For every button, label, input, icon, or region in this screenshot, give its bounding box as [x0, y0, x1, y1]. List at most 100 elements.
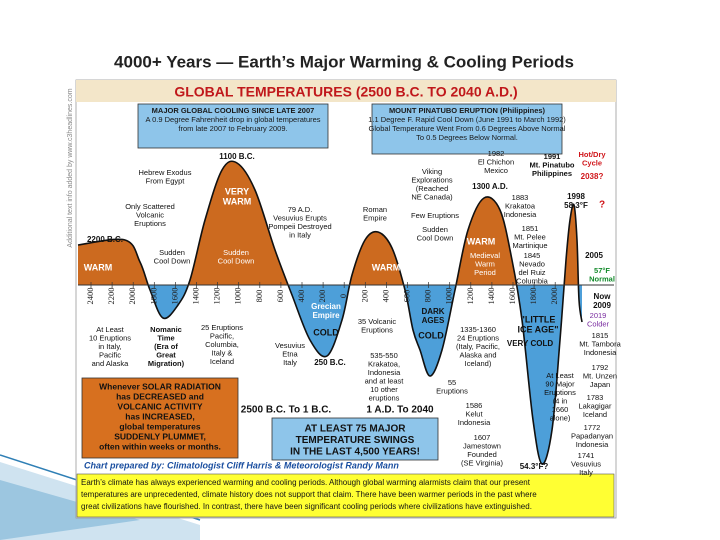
- annotation: 57°F: [594, 266, 610, 275]
- annotation: 24 Eruptions: [457, 333, 499, 342]
- annotation: del Ruiz: [518, 268, 545, 277]
- info-box: [81, 377, 239, 459]
- year-label: 1600: [507, 288, 517, 305]
- annotation: Columbia,: [205, 340, 239, 349]
- annotation: Japan: [590, 380, 610, 389]
- annotation: 1660: [552, 405, 569, 414]
- annotation: WARM: [84, 262, 113, 272]
- annotation: NE Canada): [411, 192, 453, 201]
- annotation: Iceland: [583, 410, 607, 419]
- annotation: AGES: [422, 316, 445, 325]
- annotation: Papadanyan: [571, 431, 613, 440]
- annotation: 1991: [544, 152, 561, 161]
- annotation: Explorations: [411, 175, 453, 184]
- annotation: COLD: [418, 330, 444, 340]
- annotation: 1586: [466, 401, 483, 410]
- annotation: DARK: [421, 307, 444, 316]
- year-label: 1400: [486, 288, 496, 305]
- annotation: Eruptions: [134, 219, 166, 228]
- annotation: Mt. Pelee: [514, 232, 546, 241]
- annotation: Krakatoa: [505, 201, 536, 210]
- annotation: 1100 B.C.: [219, 152, 255, 161]
- curve-line: [77, 160, 583, 465]
- year-label: 800: [254, 290, 264, 303]
- annotation: From Egypt: [146, 176, 186, 185]
- annotation: Italy: [283, 358, 297, 367]
- annotation: (Italy, Pacific,: [456, 342, 500, 351]
- annotation: 35 Volcanic: [358, 317, 397, 326]
- year-label: 1800: [148, 288, 158, 305]
- annotation: 1335-1360: [460, 325, 496, 334]
- info-box: [271, 417, 439, 461]
- annotation: Vesuvius: [571, 459, 601, 468]
- caption-box: [76, 473, 615, 518]
- annotation: 1 A.D. To 2040: [366, 405, 434, 416]
- box-text: from late 2007 to February 2009.: [178, 124, 287, 133]
- header-band: [76, 80, 616, 102]
- annotation: Eruptions: [544, 388, 576, 397]
- info-box: [371, 103, 563, 155]
- year-label: 1800: [528, 288, 538, 305]
- annotation: Pacific: [99, 350, 121, 359]
- annotation: eruptions: [369, 393, 400, 402]
- box-text: Global Temperature Went From 0.6 Degrees…: [369, 124, 566, 133]
- annotation: Sudden: [159, 248, 185, 257]
- annotation: Sudden: [223, 248, 249, 257]
- caption-text: temperatures are unprecedented, climate …: [81, 490, 537, 499]
- box-text: VOLCANIC ACTIVITY: [117, 401, 202, 411]
- annotation: 2500 B.C. To 1 B.C.: [241, 405, 332, 416]
- annotation: Italy: [579, 468, 593, 477]
- annotation: At Least: [546, 371, 574, 380]
- annotation: Sudden: [422, 225, 448, 234]
- year-label: 1200: [465, 288, 475, 305]
- annotation: "LITTLE: [521, 314, 556, 324]
- year-label: 400: [380, 290, 390, 303]
- annotation: Viking: [422, 167, 442, 176]
- year-label: 2000: [127, 288, 137, 305]
- annotation: 2038?: [581, 172, 604, 181]
- annotation: Indonesia: [504, 210, 537, 219]
- box-text: MOUNT PINATUBO ERUPTION (Philippines): [389, 106, 546, 115]
- annotation: Italy &: [212, 348, 233, 357]
- annotation: Migration): [148, 359, 185, 368]
- annotation: Vesuvius: [275, 341, 305, 350]
- annotation: Founded: [467, 450, 497, 459]
- annotation: and at least: [365, 376, 405, 385]
- box-text: SUDDENLY PLUMMET,: [114, 431, 206, 441]
- annotation: VERY: [225, 186, 249, 196]
- sidebar-note: Additional text info added by www.c3head…: [67, 88, 74, 247]
- annotation: 79 A.D.: [288, 205, 313, 214]
- year-label: 600: [275, 290, 285, 303]
- annotation: in Italy: [289, 230, 311, 239]
- annotation: 2200 B.C.: [87, 235, 123, 244]
- annotation: 1998: [567, 192, 585, 201]
- annotation: VERY COLD: [507, 339, 553, 348]
- year-label: 600: [401, 290, 411, 303]
- annotation: 1883: [512, 193, 529, 202]
- annotation: Pompeii Destroyed: [268, 222, 331, 231]
- annotation: Iceland: [210, 357, 234, 366]
- box-text: IN THE LAST 4,500 YEARS!: [290, 447, 420, 458]
- annotation: Mt. Unzen: [583, 371, 617, 380]
- annotation: Volcanic: [136, 210, 164, 219]
- annotation: 1300 A.D.: [472, 182, 508, 191]
- annotation: Iceland): [465, 359, 492, 368]
- annotation: (Era of: [154, 342, 178, 351]
- annotation: ICE AGE": [518, 324, 559, 334]
- annotation: Normal: [589, 274, 615, 283]
- year-label: 1000: [233, 288, 243, 305]
- year-label: 1200: [212, 288, 222, 305]
- annotation: Pacific,: [210, 331, 234, 340]
- annotation: At Least: [96, 325, 124, 334]
- annotation: ?: [599, 200, 605, 211]
- annotation: 250 B.C.: [314, 358, 346, 367]
- annotation: Mexico: [484, 166, 508, 175]
- annotation: Hebrew Exodus: [139, 168, 192, 177]
- annotation: Columbia: [516, 276, 549, 285]
- caption-text: Earth’s climate has always experienced w…: [81, 478, 531, 487]
- year-label: 1600: [169, 288, 179, 305]
- year-label: 400: [296, 290, 306, 303]
- annotation: alone): [550, 413, 571, 422]
- credit: Chart prepared by: Climatologist Cliff H…: [84, 460, 399, 470]
